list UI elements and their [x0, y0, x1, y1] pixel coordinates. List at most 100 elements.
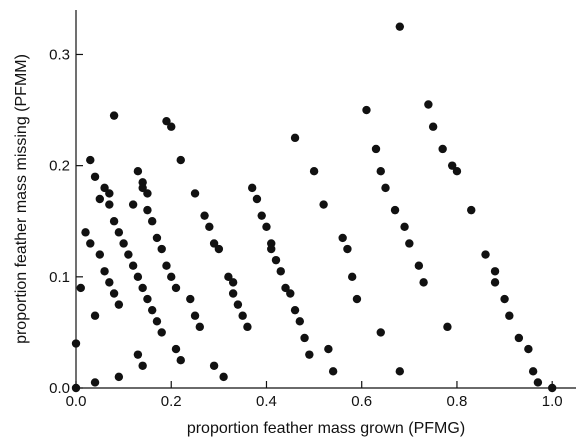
- data-point: [514, 333, 524, 343]
- data-point: [171, 283, 181, 293]
- data-point: [238, 311, 247, 320]
- y-tick-label: 0.0: [49, 380, 70, 397]
- data-point: [376, 167, 385, 176]
- data-point: [167, 272, 176, 282]
- data-point: [124, 250, 133, 259]
- data-point: [90, 378, 100, 387]
- data-point: [438, 144, 447, 154]
- data-point: [105, 189, 114, 198]
- data-point: [100, 267, 109, 276]
- data-point: [186, 294, 195, 304]
- data-point: [128, 200, 138, 209]
- data-point: [419, 278, 428, 287]
- data-point: [395, 22, 405, 31]
- data-point: [90, 311, 100, 320]
- data-point: [152, 317, 162, 326]
- data-point: [390, 205, 400, 215]
- data-point: [109, 217, 119, 226]
- data-point: [76, 283, 85, 293]
- data-point: [233, 300, 243, 309]
- data-point: [328, 367, 338, 376]
- data-point: [452, 167, 462, 176]
- data-point: [162, 261, 171, 270]
- x-tick-label: 1.0: [542, 393, 563, 410]
- x-tick-label: 0.6: [351, 393, 372, 410]
- data-point: [347, 272, 357, 282]
- data-point: [262, 222, 271, 231]
- data-point: [209, 361, 219, 370]
- data-point: [138, 183, 147, 193]
- data-point: [500, 294, 509, 304]
- data-point: [114, 300, 124, 309]
- data-point: [143, 294, 152, 304]
- data-point: [157, 328, 166, 337]
- data-point: [190, 311, 200, 320]
- data-point: [147, 305, 157, 315]
- x-axis-title: proportion feather mass grown (PFMG): [187, 420, 465, 437]
- data-point: [290, 305, 300, 315]
- data-point: [276, 267, 285, 276]
- data-point: [219, 372, 228, 382]
- data-point: [147, 217, 157, 226]
- x-tick-label: 0.4: [256, 393, 277, 410]
- data-point: [362, 105, 371, 115]
- data-point: [162, 116, 171, 126]
- data-point: [343, 244, 352, 254]
- data-point: [447, 161, 457, 170]
- data-point: [105, 278, 114, 287]
- data-point: [247, 183, 257, 193]
- y-tick-label: 0.2: [49, 158, 70, 175]
- data-point: [257, 211, 266, 220]
- data-point: [490, 267, 500, 276]
- data-point: [143, 205, 152, 215]
- x-tick-label: 0.2: [161, 393, 182, 410]
- y-axis-ticks: 0.0 0.1 0.2 0.3: [49, 46, 83, 397]
- data-point: [395, 367, 405, 376]
- data-point: [490, 278, 500, 287]
- data-point: [214, 244, 224, 254]
- data-point: [195, 322, 205, 332]
- data-point: [228, 278, 238, 287]
- data-point: [405, 239, 414, 248]
- data-point: [109, 289, 119, 298]
- data-point: [505, 311, 514, 320]
- data-point: [167, 122, 176, 131]
- data-point: [114, 372, 124, 382]
- data-points: [71, 22, 557, 393]
- data-point: [338, 233, 347, 243]
- data-point: [424, 100, 433, 109]
- data-point: [252, 194, 262, 204]
- x-tick-label: 0.8: [447, 393, 468, 410]
- y-tick-label: 0.3: [49, 46, 70, 63]
- data-point: [86, 155, 95, 165]
- data-point: [300, 333, 309, 343]
- data-point: [381, 183, 390, 193]
- data-point: [138, 283, 147, 293]
- data-point: [305, 350, 314, 359]
- data-point: [105, 200, 114, 209]
- data-point: [309, 167, 319, 176]
- data-point: [176, 155, 185, 165]
- data-point: [152, 233, 162, 243]
- data-point: [176, 356, 185, 365]
- data-point: [400, 222, 409, 231]
- data-point: [143, 189, 152, 198]
- data-point: [114, 228, 124, 237]
- data-point: [224, 272, 233, 282]
- data-point: [376, 328, 385, 337]
- data-point: [119, 239, 128, 248]
- data-point: [205, 222, 214, 231]
- x-axis-ticks: 0.0 0.2 0.4 0.6 0.8 1.0: [66, 381, 563, 410]
- data-point: [171, 344, 181, 354]
- data-point: [133, 350, 143, 359]
- data-point: [524, 344, 533, 354]
- data-point: [281, 283, 290, 293]
- data-point: [209, 239, 219, 248]
- data-point: [100, 183, 109, 193]
- data-point: [200, 211, 209, 220]
- data-point: [133, 167, 143, 176]
- data-point: [133, 272, 143, 282]
- data-point: [428, 122, 438, 131]
- data-point: [95, 194, 105, 204]
